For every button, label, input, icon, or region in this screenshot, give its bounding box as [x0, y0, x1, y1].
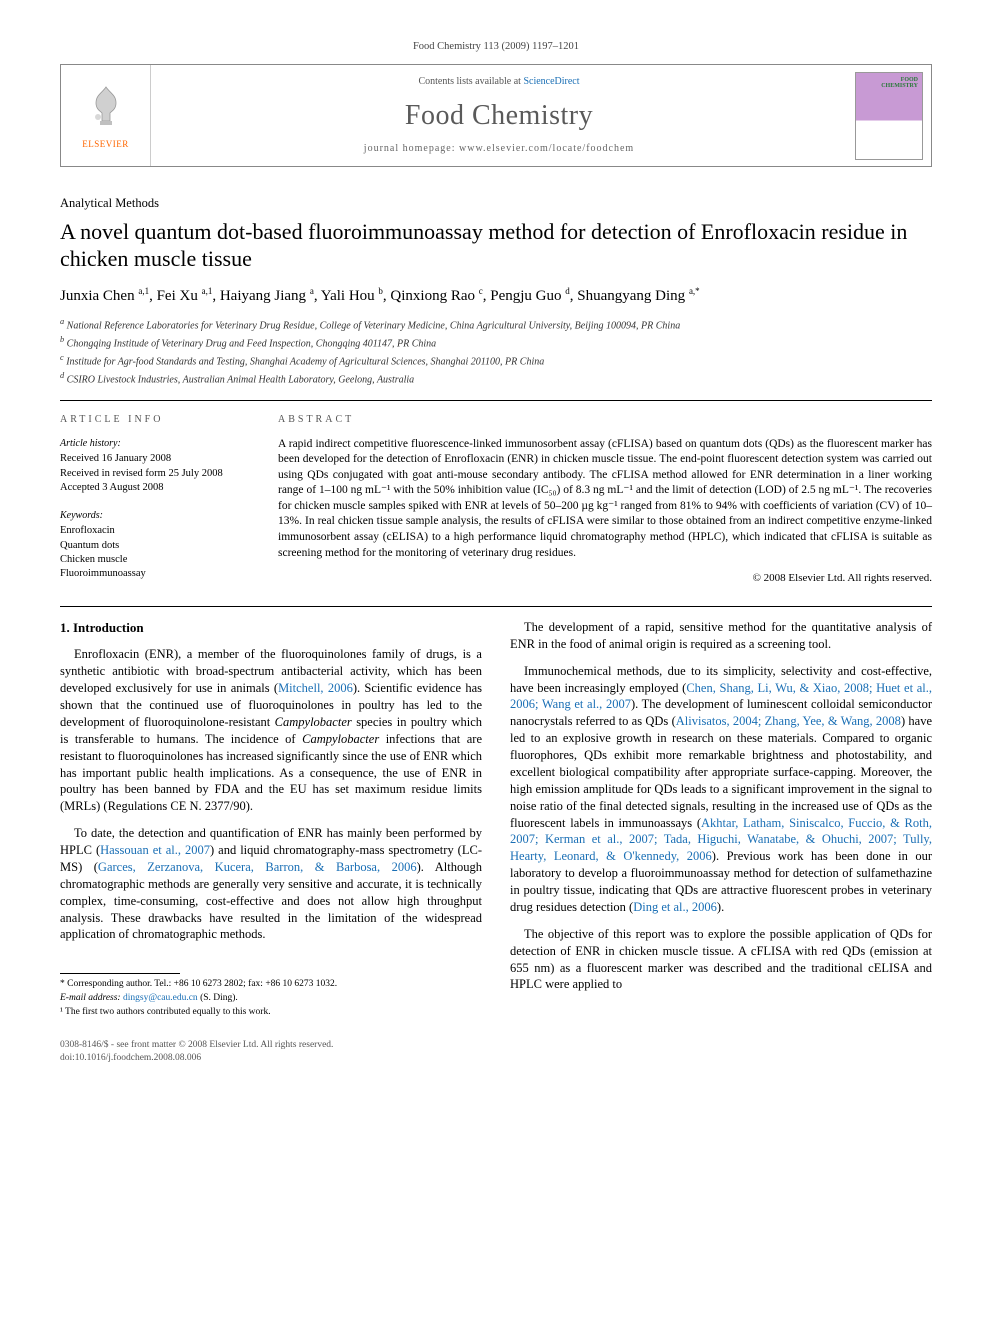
ref-hassouan-2007[interactable]: Hassouan et al., 2007: [100, 843, 210, 857]
journal-header-box: ELSEVIER Contents lists available at Sci…: [60, 64, 932, 167]
ref-mitchell-2006[interactable]: Mitchell, 2006: [278, 681, 353, 695]
keyword-1: Quantum dots: [60, 539, 248, 553]
header-center: Contents lists available at ScienceDirec…: [151, 65, 847, 166]
corresponding-email[interactable]: dingsy@cau.edu.cn: [123, 993, 198, 1003]
intro-heading: 1. Introduction: [60, 619, 482, 637]
body-columns: 1. Introduction Enrofloxacin (ENR), a me…: [60, 619, 932, 1019]
article-info-row: ARTICLE INFO Article history: Received 1…: [60, 413, 932, 585]
paragraph-1: Enrofloxacin (ENR), a member of the fluo…: [60, 646, 482, 815]
affiliation-a: a National Reference Laboratories for Ve…: [60, 316, 932, 333]
footnotes: * Corresponding author. Tel.: +86 10 627…: [60, 978, 482, 1018]
footer-front-matter: 0308-8146/$ - see front matter © 2008 El…: [60, 1039, 333, 1052]
homepage-line: journal homepage: www.elsevier.com/locat…: [159, 142, 839, 156]
affiliation-b-text: Chongqing Institude of Veterinary Drug a…: [67, 338, 437, 349]
article-section-label: Analytical Methods: [60, 195, 932, 212]
abstract-head: ABSTRACT: [278, 413, 932, 427]
footnote-rule: [60, 973, 180, 974]
paragraph-3: The development of a rapid, sensitive me…: [510, 619, 932, 653]
journal-cover-thumbnail: [855, 72, 923, 160]
affiliation-d: d CSIRO Livestock Industries, Australian…: [60, 370, 932, 387]
homepage-prefix: journal homepage:: [364, 143, 459, 154]
contents-line: Contents lists available at ScienceDirec…: [159, 75, 839, 89]
history-received: Received 16 January 2008: [60, 452, 248, 466]
publisher-logo-cell: ELSEVIER: [61, 65, 151, 166]
paragraph-4: Immunochemical methods, due to its simpl…: [510, 663, 932, 916]
abstract-column: ABSTRACT A rapid indirect competitive fl…: [278, 413, 932, 585]
affiliation-b: b Chongqing Institude of Veterinary Drug…: [60, 334, 932, 351]
email-label: E-mail address:: [60, 993, 121, 1003]
journal-name: Food Chemistry: [159, 97, 839, 135]
keyword-0: Enrofloxacin: [60, 524, 248, 538]
copyright-line: © 2008 Elsevier Ltd. All rights reserved…: [278, 571, 932, 586]
p4e: ).: [717, 900, 724, 914]
abstract-text: A rapid indirect competitive fluorescenc…: [278, 437, 932, 561]
article-title: A novel quantum dot-based fluoroimmunoas…: [60, 218, 932, 273]
rule-top: [60, 400, 932, 401]
authors-list: Junxia Chen a,1, Fei Xu a,1, Haiyang Jia…: [60, 285, 932, 306]
footnote-corresponding: * Corresponding author. Tel.: +86 10 627…: [60, 978, 482, 991]
footer-doi: doi:10.1016/j.foodchem.2008.08.006: [60, 1052, 333, 1065]
email-suffix: (S. Ding).: [200, 993, 238, 1003]
history-revised: Received in revised form 25 July 2008: [60, 467, 248, 481]
paragraph-5: The objective of this report was to expl…: [510, 926, 932, 994]
affiliation-c-text: Institude for Agr-food Standards and Tes…: [66, 356, 544, 367]
article-info-head: ARTICLE INFO: [60, 413, 248, 427]
history-accepted: Accepted 3 August 2008: [60, 481, 248, 495]
affiliation-a-text: National Reference Laboratories for Vete…: [67, 320, 681, 331]
ref-ding-2006[interactable]: Ding et al., 2006: [633, 900, 717, 914]
cover-thumb-cell: [847, 65, 931, 166]
affiliations: a National Reference Laboratories for Ve…: [60, 316, 932, 386]
publisher-name: ELSEVIER: [82, 138, 130, 150]
p4c: ) have led to an explosive growth in res…: [510, 714, 932, 829]
keyword-2: Chicken muscle: [60, 553, 248, 567]
article-history-label: Article history:: [60, 437, 248, 451]
affiliation-d-text: CSIRO Livestock Industries, Australian A…: [67, 374, 415, 385]
affiliation-c: c Institude for Agr-food Standards and T…: [60, 352, 932, 369]
keyword-3: Fluoroimmunoassay: [60, 567, 248, 581]
sciencedirect-link[interactable]: ScienceDirect: [523, 76, 579, 87]
elsevier-tree-icon: [82, 81, 130, 129]
species-campylobacter-1: Campylobacter: [275, 715, 352, 729]
page-footer: 0308-8146/$ - see front matter © 2008 El…: [60, 1039, 932, 1065]
paragraph-2: To date, the detection and quantificatio…: [60, 825, 482, 943]
article-info-left: ARTICLE INFO Article history: Received 1…: [60, 413, 248, 585]
footer-left: 0308-8146/$ - see front matter © 2008 El…: [60, 1039, 333, 1065]
species-campylobacter-2: Campylobacter: [302, 732, 379, 746]
footnote-equal-contribution: ¹ The first two authors contributed equa…: [60, 1006, 482, 1019]
homepage-url[interactable]: www.elsevier.com/locate/foodchem: [459, 143, 634, 154]
keywords-label: Keywords:: [60, 509, 248, 523]
footnote-email: E-mail address: dingsy@cau.edu.cn (S. Di…: [60, 992, 482, 1005]
journal-reference: Food Chemistry 113 (2009) 1197–1201: [60, 40, 932, 54]
rule-bottom: [60, 606, 932, 607]
ref-garces-2006[interactable]: Garces, Zerzanova, Kucera, Barron, & Bar…: [98, 860, 417, 874]
contents-prefix: Contents lists available at: [418, 76, 523, 87]
elsevier-logo: ELSEVIER: [82, 81, 130, 150]
ref-alivisatos-2004[interactable]: Alivisatos, 2004; Zhang, Yee, & Wang, 20…: [676, 714, 901, 728]
